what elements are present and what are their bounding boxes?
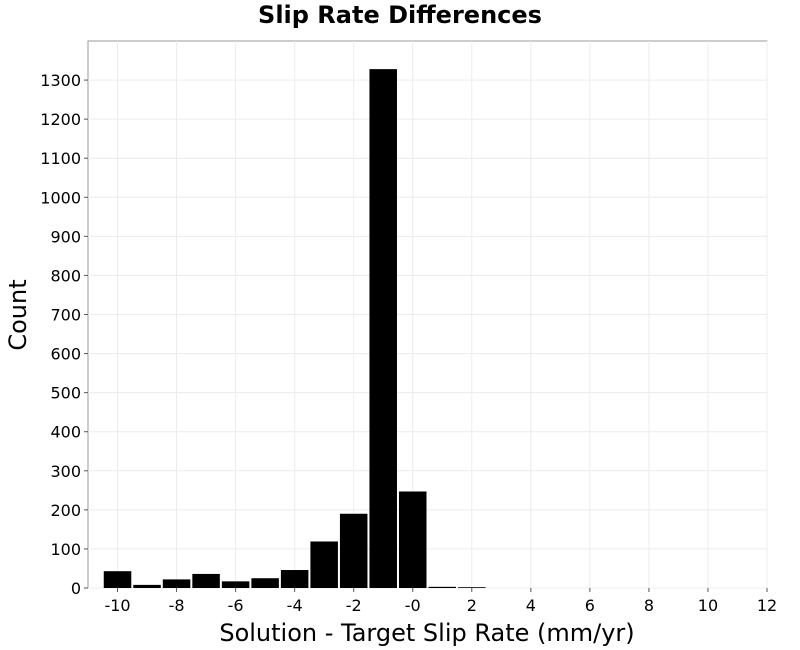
grid-lines	[88, 41, 768, 589]
y-tick-label: 1200	[40, 110, 81, 129]
y-tick-label: 1300	[40, 71, 81, 90]
histogram-bar	[398, 491, 427, 588]
y-tick-label: 200	[50, 501, 81, 520]
x-tick-label: 2	[467, 596, 477, 615]
x-tick-label: -6	[228, 596, 244, 615]
y-tick-label: 400	[50, 423, 81, 442]
histogram-bar	[339, 513, 368, 588]
x-tick-label: -8	[169, 596, 185, 615]
x-tick-label: -0	[405, 596, 421, 615]
y-tick-label: 1100	[40, 149, 81, 168]
x-axis-label: Solution - Target Slip Rate (mm/yr)	[219, 619, 634, 647]
x-tick-label: 10	[698, 596, 718, 615]
histogram-bar	[162, 579, 191, 588]
y-tick-label: 900	[50, 227, 81, 246]
y-tick-label: 0	[71, 579, 81, 598]
y-tick-label: 300	[50, 462, 81, 481]
y-axis-ticks: 0 100 200 300 400 500 600 700 800 900 1000 1100 1200…	[40, 71, 88, 598]
y-tick-label: 700	[50, 306, 81, 325]
chart-title: Slip Rate Differences	[258, 1, 542, 29]
x-tick-label: -4	[287, 596, 303, 615]
y-tick-label: 500	[50, 384, 81, 403]
histogram-bar	[251, 578, 279, 588]
histogram-bar	[428, 586, 457, 588]
histogram-bar	[133, 584, 161, 588]
histogram-bar	[192, 573, 220, 588]
x-tick-label: -10	[104, 596, 130, 615]
histogram-bar	[280, 570, 309, 588]
x-tick-label: -2	[346, 596, 362, 615]
histogram-bar	[221, 581, 250, 588]
x-axis-ticks: -10 -8 -6 -4 -2 -0 2 4 6 8 10 12	[104, 588, 777, 615]
histogram-bar	[310, 541, 338, 588]
bars	[103, 69, 486, 589]
x-tick-label: 8	[644, 596, 654, 615]
y-axis-label: Count	[4, 279, 32, 350]
x-tick-label: 6	[585, 596, 595, 615]
x-tick-label: 4	[526, 596, 536, 615]
histogram-bar	[458, 587, 486, 588]
y-tick-label: 100	[50, 540, 81, 559]
y-tick-label: 600	[50, 345, 81, 364]
histogram-bar	[369, 69, 397, 589]
y-tick-label: 800	[50, 266, 81, 285]
histogram-bar	[103, 571, 132, 588]
y-tick-label: 1000	[40, 188, 81, 207]
x-tick-label: 12	[757, 596, 777, 615]
